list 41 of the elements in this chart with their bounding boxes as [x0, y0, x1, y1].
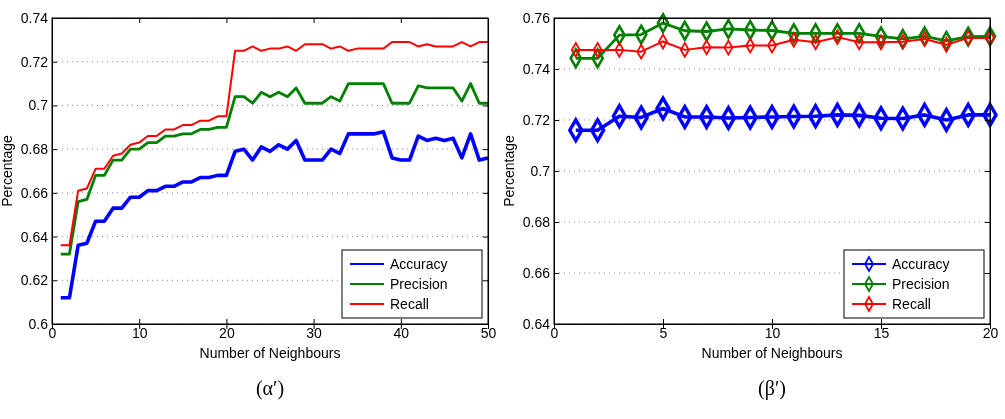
y-tick-label: 0.7 [530, 162, 551, 179]
y-tick-label: 0.74 [20, 9, 49, 26]
y-tick-label: 0.68 [522, 213, 551, 230]
legend-label: Precision [892, 276, 950, 292]
x-axis-title: Number of Neighbours [701, 345, 843, 361]
legend-label: Precision [390, 276, 448, 292]
y-tick-label: 0.62 [20, 272, 49, 289]
y-tick-label: 0.76 [522, 9, 551, 26]
x-tick-label: 30 [306, 324, 323, 341]
text: (α′) [255, 377, 285, 400]
legend-label: Recall [892, 296, 931, 312]
legend-label: Recall [390, 296, 429, 312]
x-tick-label: 0 [48, 324, 57, 341]
x-tick-label: 0 [550, 324, 559, 341]
y-tick-label: 0.74 [522, 60, 551, 77]
y-tick-label: 0.7 [28, 97, 49, 114]
y-axis-title: Percentage [501, 134, 517, 207]
x-tick-label: 10 [131, 324, 148, 341]
x-tick-label: 50 [480, 324, 497, 341]
x-axis-title: Number of Neighbours [199, 345, 341, 361]
x-tick-label: 20 [219, 324, 235, 341]
x-tick-label: 20 [982, 324, 999, 341]
y-tick-label: 0.64 [20, 228, 49, 245]
line-series [58, 129, 490, 300]
x-tick-label: 40 [393, 324, 410, 341]
line-series [59, 82, 490, 256]
y-tick-label: 0.66 [522, 264, 551, 281]
x-tick-label: 10 [764, 324, 781, 341]
line-series [59, 41, 489, 247]
y-tick-label: 0.72 [20, 53, 49, 70]
legend-label: Accuracy [390, 256, 448, 272]
x-tick-label: 15 [873, 324, 890, 341]
y-tick-label: 0.6 [28, 315, 49, 332]
legend-label: Accuracy [892, 256, 950, 272]
y-axis-title: Percentage [0, 134, 15, 207]
y-tick-label: 0.68 [20, 141, 49, 158]
y-tick-label: 0.66 [20, 184, 49, 201]
text: (β′) [758, 377, 786, 400]
y-tick-label: 0.64 [522, 315, 551, 332]
y-tick-label: 0.72 [522, 111, 551, 128]
x-tick-label: 5 [659, 324, 668, 341]
